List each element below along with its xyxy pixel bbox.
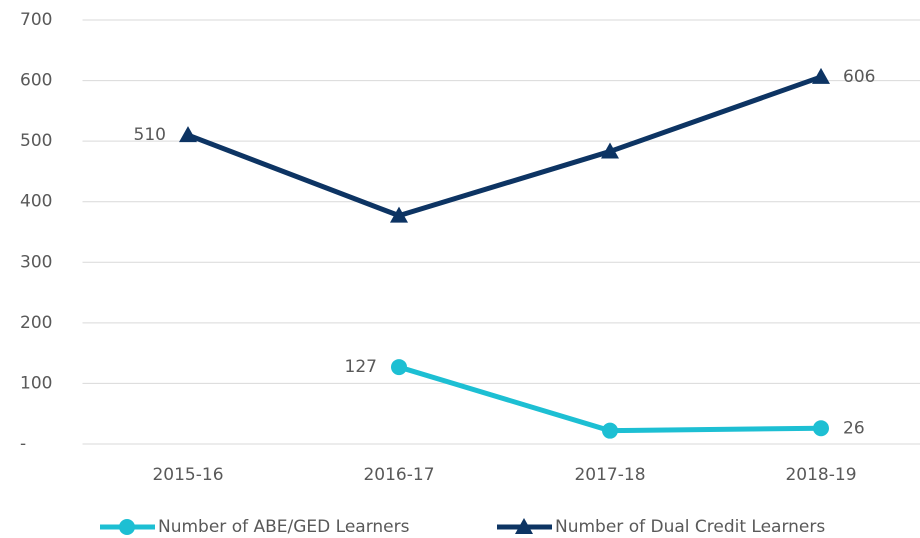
marker <box>812 67 830 84</box>
marker <box>515 518 533 534</box>
marker <box>119 519 135 535</box>
marker <box>601 142 619 159</box>
x-tick-label: 2017-18 <box>574 465 645 485</box>
y-tick-label: 400 <box>20 192 52 212</box>
legend-label: Number of ABE/GED Learners <box>158 517 410 537</box>
marker <box>179 126 197 143</box>
y-tick-label: 300 <box>20 252 52 272</box>
y-tick-label: 200 <box>20 313 52 333</box>
data-label: 26 <box>843 418 865 438</box>
data-label: 127 <box>345 357 377 377</box>
series-line <box>187 74 822 219</box>
y-tick-label: - <box>20 434 26 454</box>
x-tick-label: 2016-17 <box>363 465 434 485</box>
data-label: 510 <box>134 125 166 145</box>
legend-label: Number of Dual Credit Learners <box>555 517 825 537</box>
y-tick-label: 100 <box>20 373 52 393</box>
y-tick-label: 600 <box>20 71 52 91</box>
y-tick-label: 700 <box>20 10 52 30</box>
data-label: 606 <box>843 67 875 87</box>
x-tick-label: 2018-19 <box>785 465 856 485</box>
marker <box>813 420 829 437</box>
marker <box>391 359 407 376</box>
series-line <box>398 364 822 434</box>
y-tick-label: 500 <box>20 131 52 151</box>
marker <box>390 206 408 223</box>
x-tick-label: 2015-16 <box>152 465 223 485</box>
marker <box>602 422 618 439</box>
